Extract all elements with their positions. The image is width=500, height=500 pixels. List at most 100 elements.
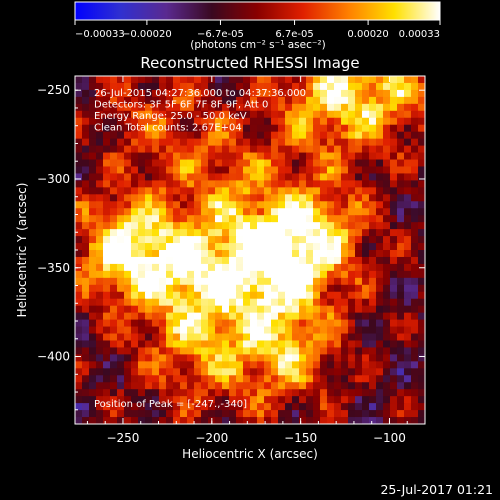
heatmap-cell: [348, 305, 356, 314]
heatmap-cell: [145, 103, 153, 112]
heatmap-cell: [173, 222, 181, 230]
heatmap-cell: [152, 312, 160, 321]
heatmap-cell: [201, 256, 209, 265]
heatmap-cell: [376, 76, 384, 84]
heatmap-cell: [215, 110, 223, 119]
heatmap-cell: [152, 194, 160, 202]
heatmap-cell: [278, 347, 286, 355]
heatmap-cell: [138, 354, 146, 362]
heatmap-cell: [306, 368, 314, 376]
heatmap-cell: [236, 194, 244, 202]
heatmap-cell: [96, 243, 104, 251]
heatmap-cell: [215, 263, 223, 272]
heatmap-cell: [257, 417, 265, 424]
heatmap-cell: [362, 222, 370, 230]
heatmap-cell: [243, 236, 251, 244]
heatmap-cell: [278, 326, 286, 335]
heatmap-cell: [131, 291, 139, 300]
heatmap-cell: [397, 89, 405, 98]
heatmap-cell: [152, 403, 160, 411]
heatmap-cell: [341, 312, 349, 321]
heatmap-cell: [229, 284, 237, 293]
heatmap-cell: [124, 298, 132, 307]
heatmap-cell: [180, 110, 188, 119]
heatmap-cell: [194, 117, 202, 126]
heatmap-cell: [411, 215, 419, 223]
heatmap-cell: [194, 82, 202, 91]
heatmap-cell: [285, 291, 293, 300]
heatmap-cell: [411, 417, 419, 424]
heatmap-cell: [138, 201, 146, 209]
heatmap-cell: [285, 298, 293, 307]
heatmap-cell: [257, 368, 265, 376]
heatmap-cell: [82, 208, 90, 216]
heatmap-cell: [278, 110, 286, 119]
heatmap-cell: [103, 159, 111, 168]
heatmap-cell: [166, 263, 174, 272]
heatmap-cell: [334, 166, 342, 175]
heatmap-cell: [75, 208, 83, 216]
heatmap-cell: [404, 76, 412, 84]
heatmap-cell: [271, 333, 279, 342]
heatmap-cell: [187, 277, 195, 286]
heatmap-cell: [75, 333, 83, 342]
heatmap-cell: [243, 145, 251, 154]
heatmap-cell: [411, 256, 419, 265]
heatmap-cell: [131, 368, 139, 376]
heatmap-cell: [271, 222, 279, 230]
heatmap-cell: [103, 152, 111, 161]
heatmap-cell: [159, 89, 167, 98]
heatmap-cell: [313, 194, 321, 202]
heatmap-cell: [194, 263, 202, 272]
heatmap-cell: [117, 250, 125, 258]
heatmap-cell: [257, 243, 265, 251]
heatmap-cell: [229, 117, 237, 126]
heatmap-cell: [327, 180, 335, 188]
heatmap-cell: [145, 291, 153, 300]
heatmap-cell: [292, 145, 300, 154]
heatmap-cell: [145, 152, 153, 161]
heatmap-cell: [264, 124, 272, 133]
heatmap-cell: [355, 180, 363, 188]
heatmap-cell: [124, 375, 132, 383]
heatmap-cell: [334, 76, 342, 84]
heatmap-cell: [194, 291, 202, 300]
heatmap-cell: [418, 201, 425, 209]
heatmap-cell: [180, 215, 188, 223]
heatmap-cell: [341, 236, 349, 244]
heatmap-cell: [376, 354, 384, 362]
heatmap-cell: [355, 243, 363, 251]
heatmap-cell: [264, 389, 272, 397]
heatmap-cell: [208, 326, 216, 335]
heatmap-cell: [180, 145, 188, 154]
heatmap-cell: [166, 89, 174, 98]
heatmap-cell: [285, 236, 293, 244]
heatmap-cell: [75, 229, 83, 237]
heatmap-cell: [201, 312, 209, 321]
heatmap-cell: [334, 389, 342, 397]
heatmap-cell: [201, 375, 209, 383]
heatmap-cell: [215, 173, 223, 181]
heatmap-cell: [187, 96, 195, 105]
heatmap-cell: [362, 208, 370, 216]
heatmap-cell: [110, 368, 118, 376]
heatmap-cell: [110, 180, 118, 188]
heatmap-cell: [404, 222, 412, 230]
heatmap-cell: [75, 340, 83, 349]
heatmap-cell: [327, 110, 335, 119]
heatmap-cell: [75, 319, 83, 328]
heatmap-cell: [131, 124, 139, 133]
heatmap-cell: [257, 333, 265, 342]
heatmap-cell: [145, 138, 153, 147]
heatmap-cell: [278, 124, 286, 133]
heatmap-cell: [194, 215, 202, 223]
heatmap-cell: [313, 403, 321, 411]
heatmap-cell: [355, 166, 363, 175]
heatmap-cell: [215, 215, 223, 223]
heatmap-cell: [264, 319, 272, 328]
heatmap-cell: [82, 180, 90, 188]
heatmap-cell: [348, 389, 356, 397]
heatmap-cell: [229, 82, 237, 91]
heatmap-cell: [320, 340, 328, 349]
heatmap-cell: [369, 152, 377, 161]
